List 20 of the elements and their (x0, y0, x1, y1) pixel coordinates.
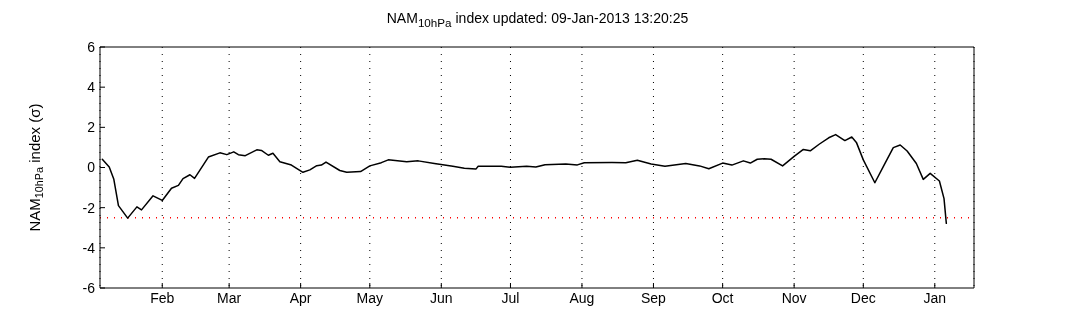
x-tick-label: May (356, 289, 384, 306)
x-tick-label: Feb (150, 289, 175, 306)
y-tick-label: 0 (87, 159, 96, 176)
y-tick-label: 6 (87, 38, 96, 55)
y-tick-label: -4 (82, 239, 96, 256)
x-tick-label: Dec (850, 289, 876, 306)
y-tick-label: 2 (87, 119, 96, 136)
x-tick-label: Aug (569, 289, 595, 306)
x-tick-label: Mar (217, 289, 242, 306)
x-tick-label: Oct (711, 289, 734, 306)
chart-title: NAM$_{10hPa}$ index updated: 09-Jan-2013 13:20:25 (385, 9, 690, 31)
x-tick-label: Jul (501, 289, 520, 306)
x-tick-label: Jun (430, 289, 453, 306)
x-tick-label: Nov (781, 289, 807, 306)
y-tick-label: -6 (82, 279, 96, 296)
x-tick-label: Apr (289, 289, 312, 306)
y-tick-label: -2 (82, 199, 96, 216)
x-tick-label: Jan (923, 289, 947, 306)
y-tick-label: 4 (87, 79, 96, 96)
x-tick-label: Sep (641, 289, 667, 306)
